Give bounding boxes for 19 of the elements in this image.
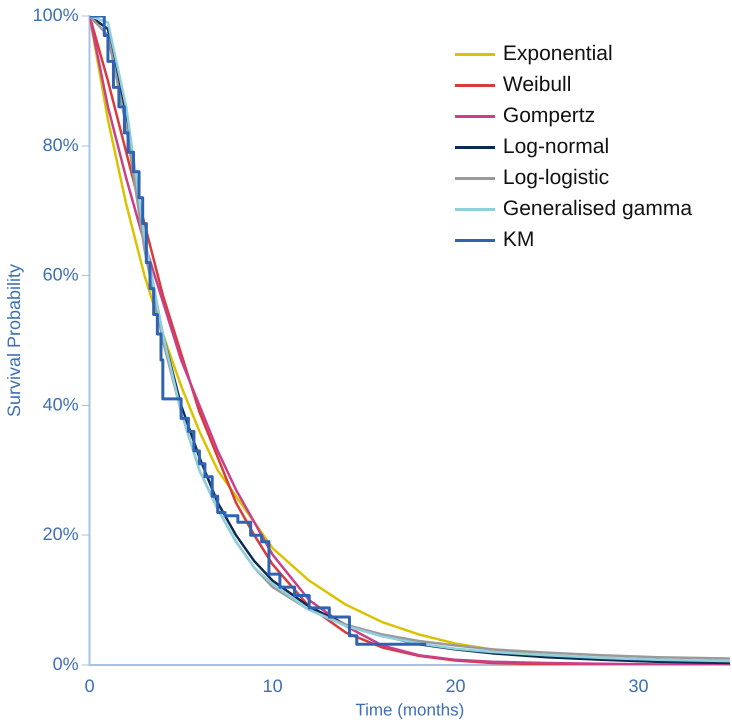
y-tick-label: 100% (32, 4, 79, 25)
y-tick-label: 20% (42, 524, 79, 544)
legend-label: Log-normal (502, 135, 610, 159)
y-tick-label: 40% (42, 394, 79, 414)
legend-label: Gompertz (502, 104, 596, 128)
legend-label: Exponential (502, 42, 613, 66)
x-tick-label: 10 (262, 676, 283, 696)
legend-label: Weibull (502, 73, 572, 97)
legend-label: Generalised gamma (502, 197, 692, 221)
y-tick-label: 0% (52, 654, 79, 674)
x-axis-title: Time (months) (355, 700, 464, 720)
y-tick-label: 80% (42, 134, 79, 155)
y-tick-label: 60% (42, 264, 79, 285)
legend-label: Log-logistic (502, 166, 610, 190)
x-tick-label: 0 (84, 676, 95, 696)
legend-label: KM (502, 228, 534, 252)
y-axis-title: Survival Probability (4, 264, 24, 418)
x-tick-label: 30 (628, 676, 649, 696)
x-tick-label: 20 (446, 676, 466, 696)
